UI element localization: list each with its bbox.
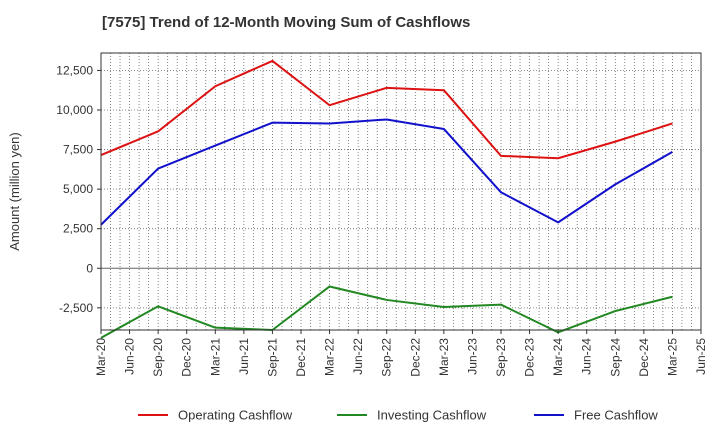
x-tick-label: Dec-24 [637, 338, 651, 377]
x-tick-label: Jun-24 [580, 338, 594, 375]
x-tick-label: Sep-24 [608, 338, 622, 377]
x-tick-label: Dec-20 [180, 338, 194, 377]
x-tick-label: Sep-23 [494, 338, 508, 377]
y-tick-label: -2,500 [59, 301, 93, 315]
x-tick-label: Jun-21 [237, 338, 251, 375]
legend-label-free-cashflow: Free Cashflow [574, 408, 658, 423]
y-axis-ticks: -2,500 0 2,500 5,000 7,500 10,000 12,500 [56, 63, 101, 315]
x-tick-label: Mar-25 [665, 338, 679, 376]
y-tick-label: 10,000 [56, 103, 93, 117]
x-tick-label: Dec-21 [294, 338, 308, 377]
series-line-operating-cashflow [100, 59, 673, 160]
x-tick-label: Mar-22 [323, 338, 337, 376]
x-tick-label: Dec-22 [408, 338, 422, 377]
legend: Operating Cashflow Investing Cashflow Free… [138, 408, 658, 423]
series-line-investing-cashflow [100, 285, 673, 339]
x-tick-label: Sep-22 [380, 338, 394, 377]
y-axis-label: Amount (million yen) [7, 132, 22, 251]
series-line-free-cashflow [100, 118, 673, 226]
y-tick-label: 12,500 [56, 63, 93, 77]
series-layer [100, 59, 673, 339]
x-tick-label: Jun-22 [351, 338, 365, 375]
y-tick-label: 2,500 [63, 222, 93, 236]
y-tick-label: 5,000 [63, 182, 93, 196]
x-tick-label: Mar-20 [94, 338, 108, 376]
y-tick-label: 7,500 [63, 143, 93, 157]
x-tick-label: Jun-23 [465, 338, 479, 375]
chart-title: [7575] Trend of 12-Month Moving Sum of C… [102, 14, 471, 31]
x-axis-ticks: Mar-20 Jun-20 Sep-20 Dec-20 Mar-21 Jun-21 Sep-… [94, 330, 708, 377]
x-tick-label: Mar-24 [551, 338, 565, 376]
x-tick-label: Mar-23 [437, 338, 451, 376]
legend-label-investing-cashflow: Investing Cashflow [377, 408, 487, 423]
x-tick-label: Dec-23 [523, 338, 537, 377]
plot-frame [100, 52, 702, 331]
x-tick-label: Sep-21 [265, 338, 279, 377]
legend-label-operating-cashflow: Operating Cashflow [178, 408, 293, 423]
x-tick-label: Jun-20 [123, 338, 137, 375]
y-tick-label: 0 [86, 261, 93, 275]
x-tick-label: Sep-20 [151, 338, 165, 377]
x-tick-label: Jun-25 [694, 338, 708, 375]
plot-background [101, 53, 701, 330]
x-tick-label: Mar-21 [208, 338, 222, 376]
